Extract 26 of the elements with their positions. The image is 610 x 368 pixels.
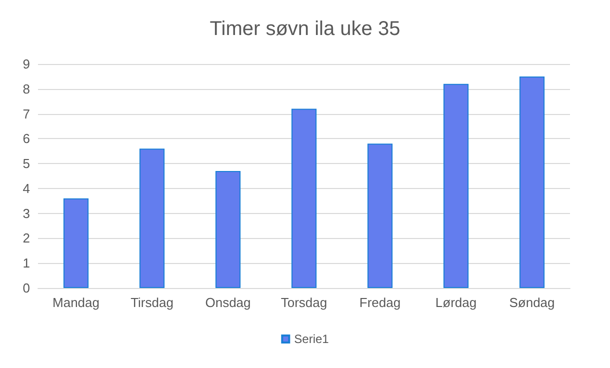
y-tick-label: 5 <box>22 156 30 172</box>
y-tick-label: 3 <box>22 206 30 221</box>
x-tick-label: Fredag <box>359 295 401 310</box>
y-tick-label: 0 <box>22 280 30 296</box>
bar <box>291 108 317 288</box>
bar <box>63 198 89 288</box>
x-tick-label: Onsdag <box>205 295 251 310</box>
y-tick-label: 7 <box>22 106 30 122</box>
legend-label: Serie1 <box>294 332 330 346</box>
x-tick-label: Søndag <box>509 295 555 310</box>
y-tick-label: 9 <box>22 56 30 72</box>
y-tick-label: 6 <box>22 131 30 146</box>
bar <box>443 84 469 288</box>
bar <box>519 76 545 288</box>
y-tick-label: 2 <box>22 230 30 246</box>
bar <box>367 144 393 288</box>
x-tick-label: Lørdag <box>435 295 477 310</box>
y-tick-label: 4 <box>22 180 30 196</box>
x-tick-label: Mandag <box>52 295 100 310</box>
chart-title: Timer søvn ila uke 35 <box>210 18 400 40</box>
bar <box>139 148 165 288</box>
bar <box>215 171 241 288</box>
y-tick-label: 1 <box>22 256 30 271</box>
x-tick-label: Tirsdag <box>130 295 174 310</box>
x-tick-label: Torsdag <box>280 295 328 310</box>
y-tick-label: 8 <box>22 81 30 96</box>
